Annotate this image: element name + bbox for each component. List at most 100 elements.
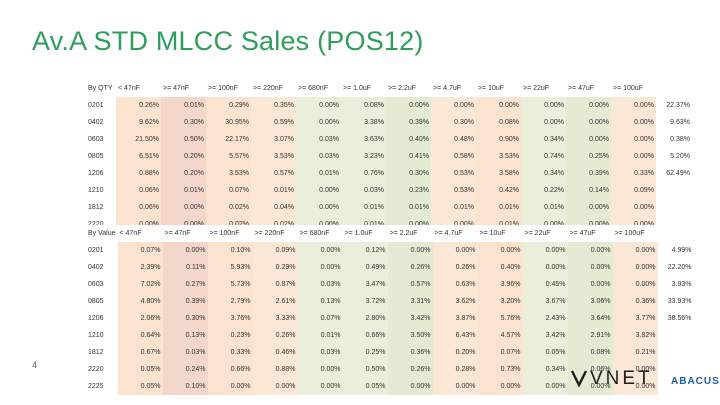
table-cell: 0.45% xyxy=(522,276,568,293)
table-cell: 0.14% xyxy=(566,182,611,199)
table-cell: 0.01% xyxy=(341,199,386,216)
table-cell: 0.00% xyxy=(522,378,568,395)
table-cell: 3.42% xyxy=(522,327,568,344)
table-cell: 2.61% xyxy=(252,293,298,310)
table-cell: 0.33% xyxy=(611,165,656,182)
row-total xyxy=(657,378,694,395)
row-header: 1210 xyxy=(86,182,116,199)
table-cell: 0.00% xyxy=(566,199,611,216)
table-cell: 5.57% xyxy=(206,148,251,165)
row-total: 22.37% xyxy=(656,97,692,114)
logo-chevron-icon xyxy=(570,370,588,388)
table-cell: 0.00% xyxy=(162,242,208,259)
table-row: 0402 2.39% 0.11% 5.93% 0.29% 0.00% 0.49% 0.26% 0… xyxy=(86,259,694,276)
table-cell: 0.00% xyxy=(611,131,656,148)
table-cell: 0.00% xyxy=(567,259,613,276)
page-number: 4 xyxy=(32,360,38,370)
table-cell: 0.01% xyxy=(521,199,566,216)
table-cell: 0.26% xyxy=(387,361,433,378)
table-cell: 0.00% xyxy=(477,378,523,395)
table-cell: 0.36% xyxy=(612,293,658,310)
table-cell: 0.00% xyxy=(611,114,656,131)
column-header: >= 1.0uF xyxy=(342,225,388,242)
table-cell: 0.00% xyxy=(522,242,568,259)
table-cell: 0.00% xyxy=(296,182,341,199)
table-cell: 0.87% xyxy=(252,276,298,293)
table-cell: 0.00% xyxy=(612,242,658,259)
table-cell: 0.01% xyxy=(161,97,206,114)
row-total: 0.38% xyxy=(656,131,692,148)
table-cell: 0.59% xyxy=(251,114,296,131)
table-cell: 0.01% xyxy=(476,199,521,216)
table-cell: 0.49% xyxy=(342,259,388,276)
table-cell: 0.00% xyxy=(566,114,611,131)
table-cell: 0.27% xyxy=(162,276,208,293)
table-cell: 0.34% xyxy=(521,131,566,148)
row-header: 0805 xyxy=(86,293,118,310)
table-cell: 0.00% xyxy=(567,242,613,259)
table-cell: 21.50% xyxy=(116,131,161,148)
table-cell: 0.00% xyxy=(521,97,566,114)
table-cell: 0.24% xyxy=(162,361,208,378)
table-cell: 3.63% xyxy=(341,131,386,148)
table-cell: 0.00% xyxy=(297,259,343,276)
table-cell: 0.88% xyxy=(116,165,161,182)
table-cell: 0.66% xyxy=(207,361,253,378)
table-row: 1206 0.88% 0.20% 3.53% 0.57% 0.01% 0.76% 0.30% 0… xyxy=(86,165,692,182)
table-row: 1812 0.06% 0.00% 0.02% 0.04% 0.00% 0.01% 0.01% 0… xyxy=(86,199,692,216)
table-cell: 0.08% xyxy=(567,344,613,361)
table-cell: 0.06% xyxy=(116,182,161,199)
table-cell: 0.13% xyxy=(162,327,208,344)
table-cell: 0.05% xyxy=(342,378,388,395)
table-cell: 0.08% xyxy=(476,114,521,131)
table-cell: 3.72% xyxy=(342,293,388,310)
row-total xyxy=(657,361,694,378)
table-cell: 0.09% xyxy=(611,182,656,199)
column-header: >= 220nF xyxy=(252,225,298,242)
table-cell: 0.07% xyxy=(297,310,343,327)
table-cell: 2.91% xyxy=(567,327,613,344)
column-header: >= 22uF xyxy=(521,80,566,97)
table-cell: 0.00% xyxy=(566,97,611,114)
table-cell: 0.06% xyxy=(567,361,613,378)
row-header: 0201 xyxy=(86,97,116,114)
table-cell: 3.67% xyxy=(522,293,568,310)
table-cell: 6.43% xyxy=(432,327,478,344)
table-cell: 0.23% xyxy=(207,327,253,344)
table-cell: 3.77% xyxy=(612,310,658,327)
table-cell: 0.00% xyxy=(612,378,658,395)
table-cell: 7.02% xyxy=(117,276,163,293)
table-row: 0201 0.07% 0.00% 0.10% 0.09% 0.00% 0.12% 0.00% 0… xyxy=(86,242,694,259)
table-cell: 0.20% xyxy=(161,165,206,182)
row-header: 0201 xyxy=(86,242,118,259)
row-header: 1206 xyxy=(86,165,116,182)
column-header: >= 4.7uF xyxy=(432,225,478,242)
table-cell: 0.03% xyxy=(297,276,343,293)
row-header: 2225 xyxy=(86,378,118,395)
table-cell: 3.06% xyxy=(567,293,613,310)
table-cell: 0.00% xyxy=(297,361,343,378)
table-cell: 0.00% xyxy=(522,259,568,276)
table-cell: 0.09% xyxy=(252,242,298,259)
table-cell: 3.20% xyxy=(477,293,523,310)
logo-text: VNET xyxy=(590,368,653,389)
table-cell: 0.26% xyxy=(252,327,298,344)
slide-title: Av.A STD MLCC Sales (POS12) xyxy=(32,26,424,56)
table-cell: 3.38% xyxy=(341,114,386,131)
table-cell: 4.57% xyxy=(477,327,523,344)
table-cell: 0.05% xyxy=(522,344,568,361)
table-cell: 0.08% xyxy=(341,97,386,114)
table-cell: 3.47% xyxy=(342,276,388,293)
value-table: By Value < 47nF >= 47nF >= 100nF >= 220nF >= … xyxy=(86,225,694,395)
table-cell: 0.88% xyxy=(252,361,298,378)
table-cell: 0.00% xyxy=(296,114,341,131)
table-cell: 0.03% xyxy=(162,344,208,361)
table-cell: 0.00% xyxy=(207,378,253,395)
table-row: 0805 6.51% 0.20% 5.57% 3.53% 0.03% 3.23% 0.41% 0… xyxy=(86,148,692,165)
table-cell: 0.42% xyxy=(476,182,521,199)
column-header: By Value xyxy=(86,225,118,242)
table-cell: 3.53% xyxy=(206,165,251,182)
table-cell: 0.04% xyxy=(251,199,296,216)
column-header: >= 680nF xyxy=(297,225,343,242)
row-total xyxy=(656,199,692,216)
